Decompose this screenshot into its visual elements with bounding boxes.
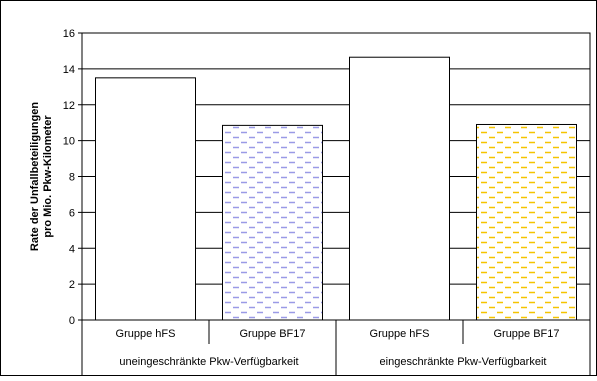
x-group-label: uneingeschränkte Pkw-Verfügbarkeit xyxy=(119,356,298,368)
y-tick-label: 14 xyxy=(63,64,75,76)
y-tick-label: 16 xyxy=(63,28,75,40)
y-tick-label: 6 xyxy=(69,207,75,219)
bar xyxy=(349,56,450,321)
x-category-label: Gruppe hFS xyxy=(370,328,430,340)
y-axis-title-line1: Rate der Unfallbeteiligungen xyxy=(29,102,41,251)
labels: 0 2 4 6 8 10 12 14 16 Gruppe hFS Gruppe BF17 Gruppe… xyxy=(29,28,560,368)
x-group-label: eingeschränkte Pkw-Verfügbarkeit xyxy=(380,356,547,368)
y-tick-label: 2 xyxy=(69,279,75,291)
bar xyxy=(95,77,196,321)
bar xyxy=(222,124,323,321)
y-tick-label: 12 xyxy=(63,100,75,112)
x-category-label: Gruppe BF17 xyxy=(493,328,559,340)
y-tick-label: 0 xyxy=(69,315,75,327)
y-tick-label: 10 xyxy=(63,136,75,148)
y-axis-title-line2: pro Mio. Pkw-Kilometer xyxy=(42,115,54,238)
axes xyxy=(78,32,591,376)
y-tick-label: 4 xyxy=(69,243,75,255)
x-category-label: Gruppe hFS xyxy=(116,328,176,340)
x-category-label: Gruppe BF17 xyxy=(239,328,305,340)
bar xyxy=(476,123,577,321)
y-tick-label: 8 xyxy=(69,172,75,184)
bars xyxy=(95,56,577,321)
